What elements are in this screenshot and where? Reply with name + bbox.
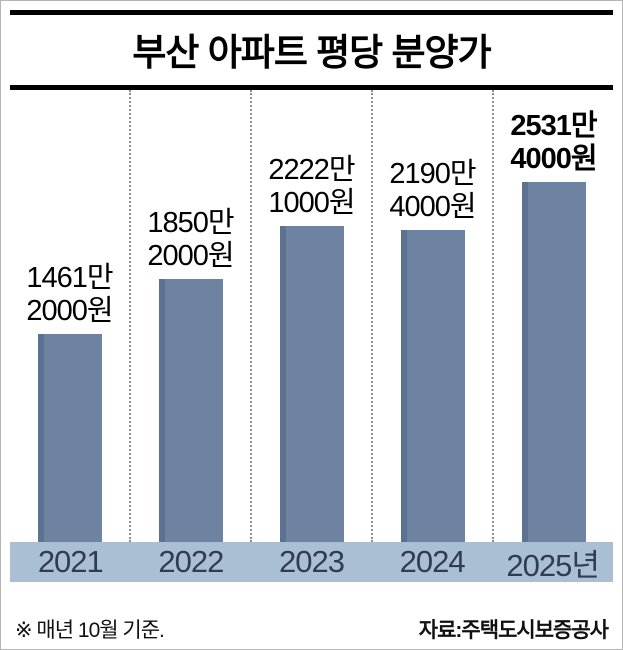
bar: [158, 279, 223, 542]
footnote: ※ 매년 10월 기준.: [15, 619, 165, 642]
bar-value-label: 1461만 2000원: [26, 262, 113, 327]
bar-value-label: 2190만 4000원: [389, 158, 476, 223]
chart-column: 1850만 2000원: [129, 90, 250, 542]
year-label: 2025년: [506, 547, 599, 583]
bar-value-label: 2222만 1000원: [268, 154, 355, 219]
bar-value-label: 2531만 4000원: [510, 110, 597, 175]
year-label: 2021: [37, 544, 104, 579]
chart-column: 1461만 2000원: [10, 90, 129, 542]
footer: ※ 매년 10월 기준. 자료:주택도시보증공사: [10, 614, 613, 644]
chart-title: 부산 아파트 평당 분양가: [132, 32, 491, 73]
year-label: 2023: [279, 544, 345, 579]
plot-area: 1461만 2000원 1850만 2000원 2222만 1000원 2190만 4000원…: [10, 90, 613, 542]
year-label: 2022: [158, 544, 224, 579]
source-credit: 자료:주택도시보증공사: [418, 619, 609, 642]
bar-value-label: 1850만 2000원: [147, 207, 234, 272]
bar: [400, 230, 465, 542]
chart-column: 2531만 4000원: [492, 90, 613, 542]
x-axis-band: 2021 2022 2023 2024 2025년: [10, 542, 613, 583]
year-label: 2024: [399, 544, 466, 579]
title-bottom-rule: [10, 85, 613, 90]
chart-column: 2222만 1000원: [250, 90, 371, 542]
bar: [37, 334, 102, 542]
bar: [521, 182, 586, 542]
title-block: 부산 아파트 평당 분양가: [10, 1, 613, 90]
bar-chart: 1461만 2000원 1850만 2000원 2222만 1000원 2190만 4000원…: [10, 90, 613, 583]
title-top-rule: [10, 10, 613, 15]
chart-column: 2190만 4000원: [371, 90, 492, 542]
bar: [279, 226, 344, 542]
